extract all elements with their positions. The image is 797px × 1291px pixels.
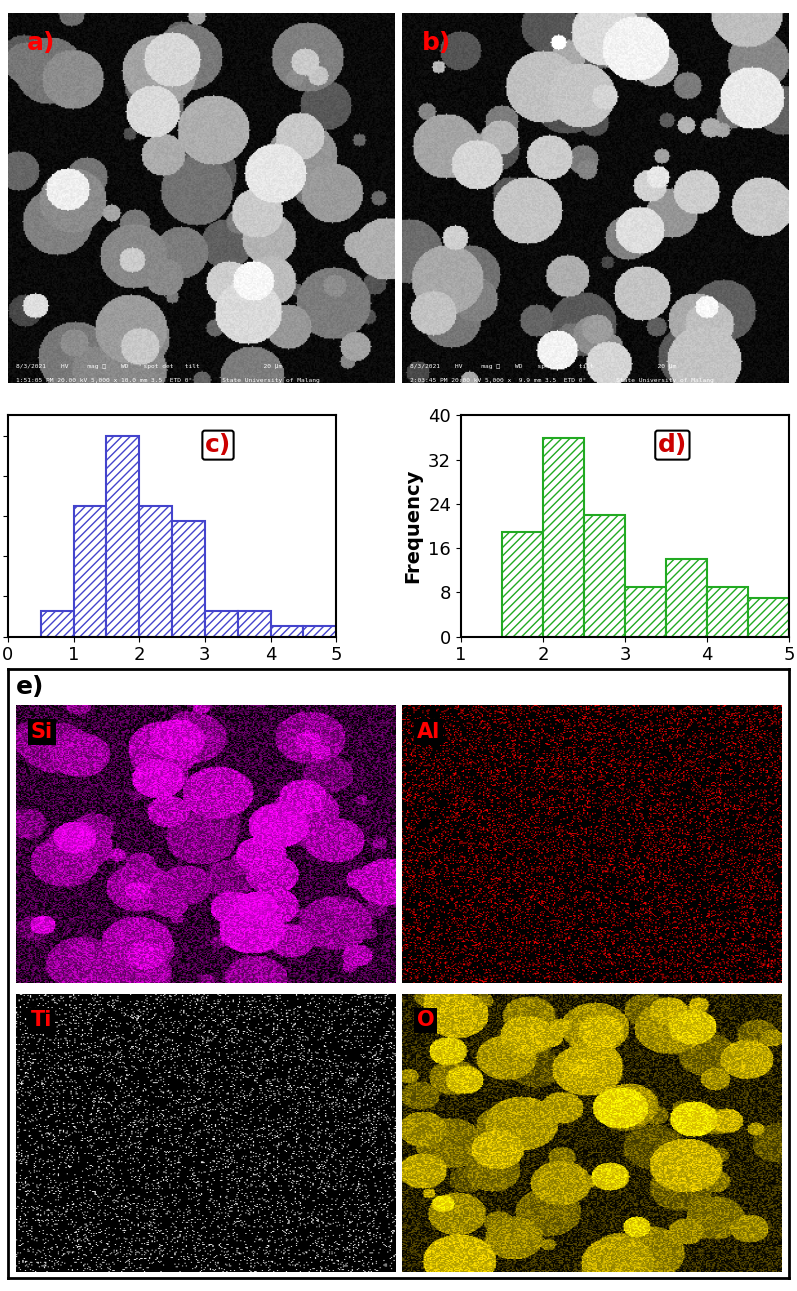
Bar xyxy=(304,626,336,636)
Bar xyxy=(502,532,543,636)
Bar xyxy=(270,626,304,636)
Bar xyxy=(625,587,666,636)
Text: Ti: Ti xyxy=(31,1011,53,1030)
Bar xyxy=(73,506,107,636)
Text: a): a) xyxy=(27,31,56,56)
Text: 2:03:45 PM 20.00 kV 5,000 x  9.9 mm 3.5  ETD 0°        State University of Malan: 2:03:45 PM 20.00 kV 5,000 x 9.9 mm 3.5 E… xyxy=(410,378,714,383)
Bar xyxy=(41,612,73,636)
Bar xyxy=(666,559,707,636)
Bar xyxy=(205,612,238,636)
Bar xyxy=(107,435,139,636)
Bar xyxy=(748,598,789,636)
Bar xyxy=(543,438,584,636)
Text: 8/3/2021    HV     mag □    WD    spot det   tilt                 20 μm: 8/3/2021 HV mag □ WD spot det tilt 20 μm xyxy=(410,364,677,369)
Text: Si: Si xyxy=(31,722,53,742)
Text: 8/3/2021    HV     mag □    WD    spot det   tilt                 20 μm: 8/3/2021 HV mag □ WD spot det tilt 20 μm xyxy=(16,364,282,369)
Text: e): e) xyxy=(16,675,44,698)
Text: O: O xyxy=(417,1011,434,1030)
Bar xyxy=(172,522,205,636)
Text: c): c) xyxy=(205,432,231,457)
Y-axis label: Frequency: Frequency xyxy=(403,469,422,584)
Bar xyxy=(238,612,270,636)
Text: 1:51:05 PM 20.00 kV 5,000 x 10.0 mm 3.5  ETD 0°        State University of Malan: 1:51:05 PM 20.00 kV 5,000 x 10.0 mm 3.5 … xyxy=(16,378,320,383)
Bar xyxy=(584,515,625,636)
X-axis label: Particle size (μm): Particle size (μm) xyxy=(76,670,269,689)
X-axis label: Particle size (μm): Particle size (μm) xyxy=(528,670,721,689)
Text: Al: Al xyxy=(417,722,440,742)
Text: b): b) xyxy=(422,31,451,56)
Text: d): d) xyxy=(658,432,687,457)
Bar xyxy=(139,506,172,636)
Bar xyxy=(707,587,748,636)
